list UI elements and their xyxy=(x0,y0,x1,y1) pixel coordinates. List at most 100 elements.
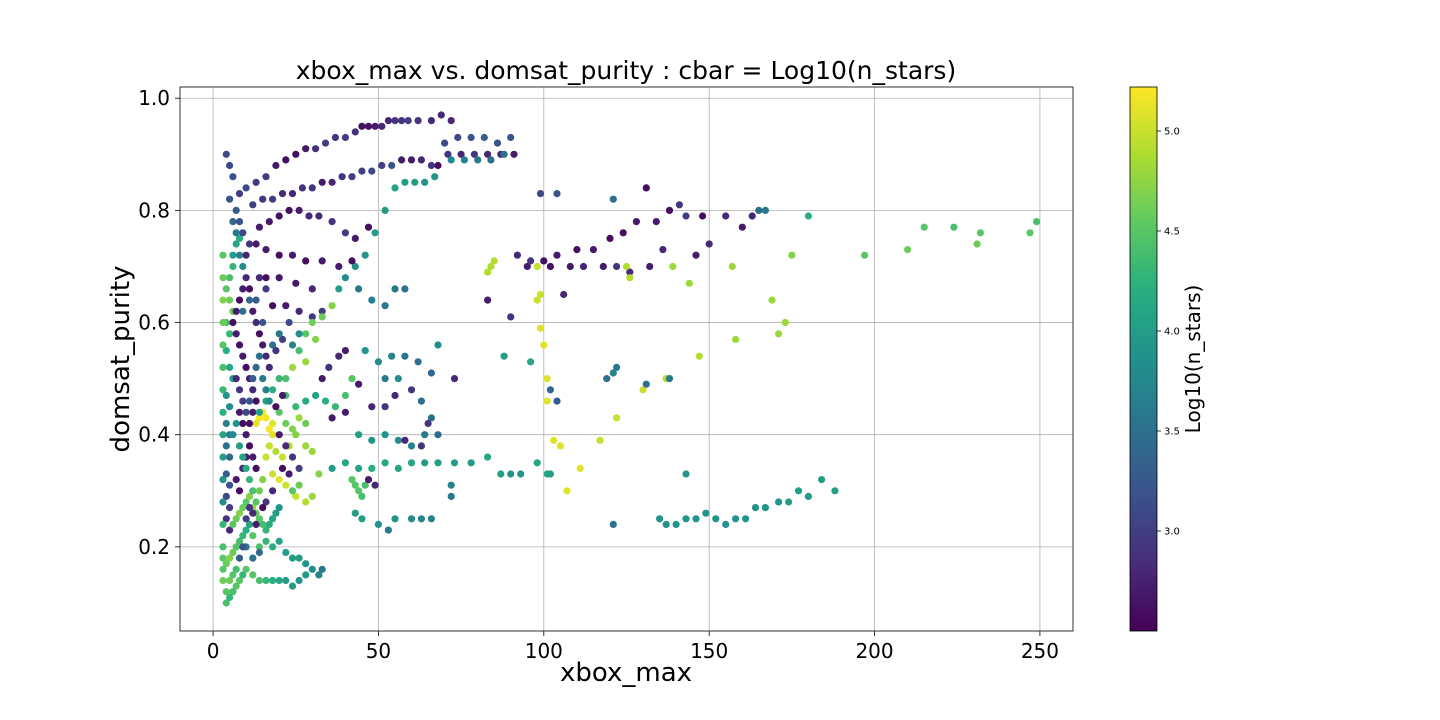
data-point xyxy=(235,190,244,198)
data-point xyxy=(318,307,326,315)
data-point xyxy=(434,341,442,349)
data-point xyxy=(613,262,621,271)
data-point xyxy=(245,296,254,304)
data-point xyxy=(401,436,409,444)
data-point xyxy=(421,431,429,439)
data-point xyxy=(229,571,237,579)
data-point xyxy=(265,520,273,529)
data-point xyxy=(232,565,240,573)
data-point xyxy=(226,403,234,411)
data-point xyxy=(222,442,230,450)
data-point xyxy=(589,246,598,254)
data-point xyxy=(252,363,260,371)
data-point xyxy=(639,386,647,394)
data-point xyxy=(781,318,789,327)
data-point xyxy=(417,156,425,164)
data-point xyxy=(441,139,449,147)
data-point xyxy=(609,195,617,203)
data-point xyxy=(232,330,240,338)
data-point xyxy=(245,442,254,450)
data-point xyxy=(308,492,316,500)
data-point xyxy=(232,543,240,551)
data-point xyxy=(219,251,227,259)
data-point xyxy=(262,526,270,534)
data-point xyxy=(417,397,425,405)
data-point xyxy=(242,565,250,573)
data-point xyxy=(229,251,237,259)
data-point xyxy=(775,498,783,506)
data-point xyxy=(302,571,310,579)
data-point xyxy=(447,481,455,489)
data-point xyxy=(748,212,756,220)
data-point xyxy=(245,476,254,484)
data-point xyxy=(619,229,627,237)
data-point xyxy=(235,576,244,585)
data-point xyxy=(414,117,422,125)
data-point xyxy=(861,251,869,259)
data-point xyxy=(235,386,244,394)
data-point xyxy=(245,285,254,293)
data-point xyxy=(338,173,346,181)
data-point xyxy=(414,358,422,366)
data-point xyxy=(249,453,257,461)
data-point xyxy=(305,212,313,220)
data-points xyxy=(219,111,1041,607)
data-point xyxy=(245,504,254,512)
data-point xyxy=(285,318,293,327)
y-tick-label: 1.0 xyxy=(138,86,170,110)
data-point xyxy=(222,599,230,607)
data-point xyxy=(351,262,359,271)
data-point xyxy=(427,515,435,523)
data-point xyxy=(665,206,674,214)
data-point xyxy=(278,453,287,461)
data-point xyxy=(732,335,740,343)
data-point xyxy=(272,447,280,456)
data-point xyxy=(351,481,359,489)
data-point xyxy=(669,262,677,271)
data-point xyxy=(292,431,300,439)
data-point xyxy=(318,178,326,186)
data-point xyxy=(447,117,455,125)
data-point xyxy=(328,414,336,422)
x-tick-label: 200 xyxy=(855,639,893,663)
data-point xyxy=(738,223,746,231)
data-point xyxy=(226,274,234,282)
data-point xyxy=(450,459,459,467)
data-point xyxy=(328,464,336,472)
data-point xyxy=(368,464,376,472)
data-point xyxy=(609,369,617,377)
data-point xyxy=(222,391,230,400)
data-point xyxy=(341,459,349,467)
data-point xyxy=(507,470,515,478)
data-point xyxy=(450,375,459,383)
data-point xyxy=(351,128,359,136)
data-point xyxy=(358,167,366,175)
data-point xyxy=(242,184,250,192)
data-point xyxy=(368,436,376,444)
data-point xyxy=(249,307,257,315)
data-point xyxy=(341,408,349,416)
data-point xyxy=(540,257,548,265)
data-point xyxy=(484,268,492,276)
data-point xyxy=(355,431,363,439)
data-point xyxy=(308,285,316,293)
data-point xyxy=(500,150,508,158)
data-point xyxy=(513,251,522,259)
data-point xyxy=(407,442,416,450)
data-point xyxy=(272,403,280,411)
data-point xyxy=(269,386,277,394)
data-point xyxy=(235,234,244,242)
data-point xyxy=(302,442,310,450)
data-point xyxy=(295,206,303,214)
data-point xyxy=(229,588,237,596)
data-point xyxy=(328,302,336,310)
data-point xyxy=(315,470,323,478)
data-point xyxy=(401,285,409,293)
data-point xyxy=(672,520,680,529)
data-point xyxy=(249,571,257,579)
data-point xyxy=(302,560,310,568)
data-point xyxy=(401,352,409,360)
data-point xyxy=(622,262,631,271)
data-point xyxy=(427,161,435,170)
y-tick-label: 0.8 xyxy=(138,198,170,222)
